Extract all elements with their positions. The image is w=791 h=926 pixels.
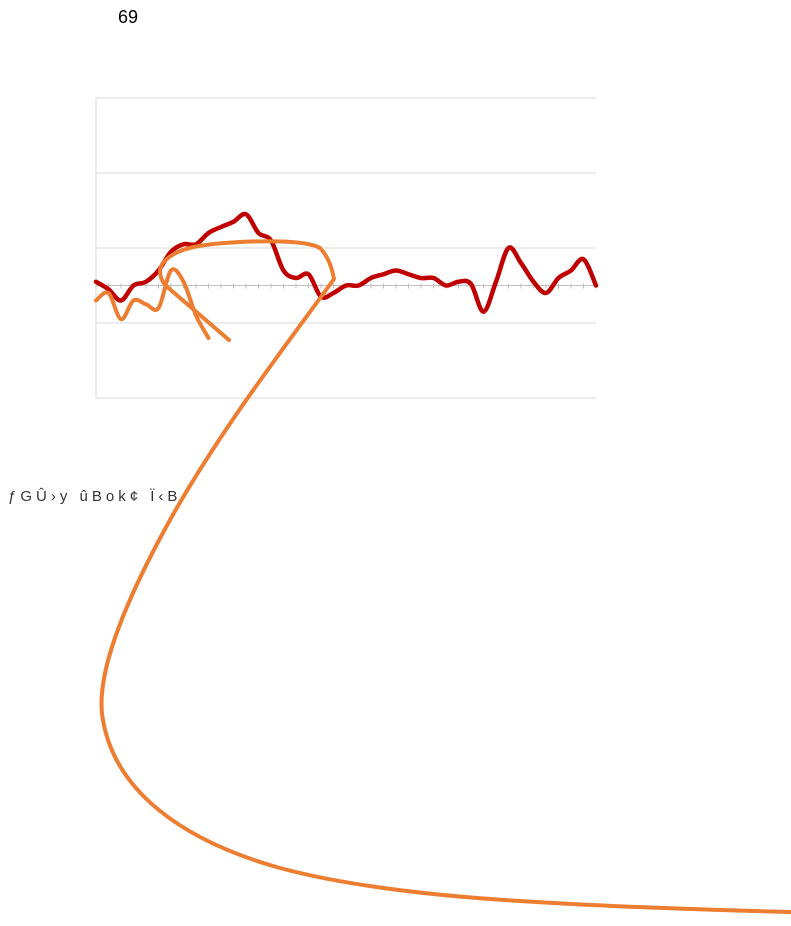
series-line-1 [93,211,599,314]
chart-caption: ƒGÛ›y ûBok¢ Ï‹B [8,488,182,505]
annotation-stroke [99,239,791,914]
page-number: 69 [118,7,139,27]
chart-grid [96,97,596,324]
chart-series [93,211,599,340]
series-line-2 [94,267,211,340]
